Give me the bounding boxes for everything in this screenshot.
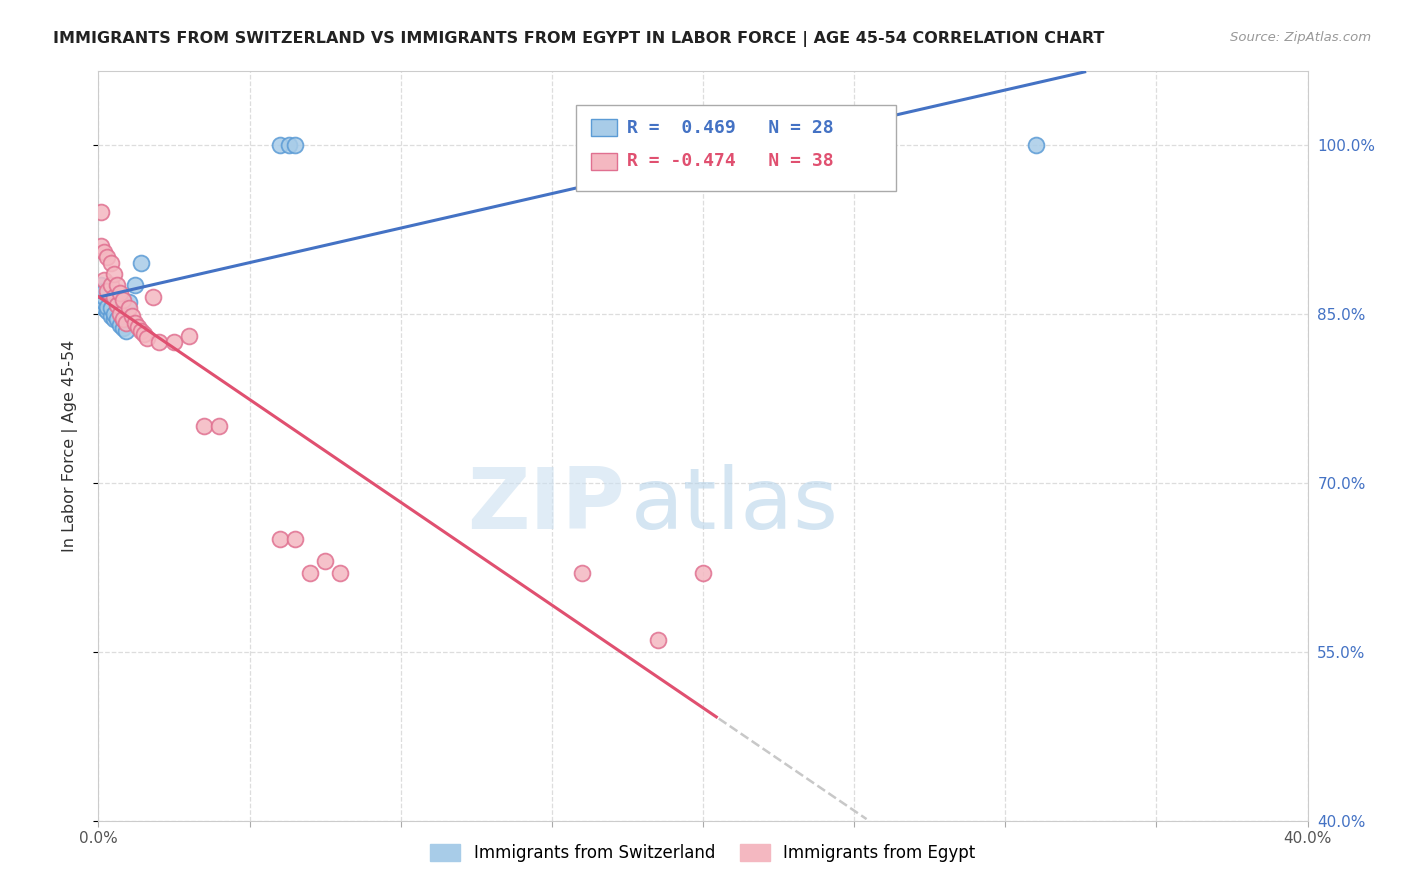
Point [96,300,118,314]
Text: Source: ZipAtlas.com: Source: ZipAtlas.com [1230,31,1371,45]
Point [314,554,336,568]
Point [90,205,112,219]
Point [329,566,352,580]
Point [142,290,165,304]
Point [148,334,170,349]
Point [179,329,201,343]
Point [692,566,714,580]
Point [96,250,118,264]
Point [103,312,125,326]
Point [103,307,125,321]
Text: atlas: atlas [630,465,838,548]
Point [103,267,125,281]
Point [284,532,307,546]
Point [193,419,215,434]
Point [1024,137,1046,152]
Point [269,137,291,152]
Point [105,297,128,311]
Point [90,287,112,301]
Point [111,312,134,326]
Point [111,293,134,307]
Point [132,326,155,341]
Text: IMMIGRANTS FROM SWITZERLAND VS IMMIGRANTS FROM EGYPT IN LABOR FORCE | AGE 45-54 : IMMIGRANTS FROM SWITZERLAND VS IMMIGRANT… [53,31,1105,47]
FancyBboxPatch shape [591,120,617,136]
Point [100,256,122,270]
Point [90,278,112,293]
Point [96,284,118,298]
Y-axis label: In Labor Force | Age 45-54: In Labor Force | Age 45-54 [62,340,77,552]
Point [93,284,115,298]
FancyBboxPatch shape [591,153,617,169]
Point [111,312,134,326]
Point [129,256,152,270]
Point [100,278,122,293]
Point [93,290,115,304]
FancyBboxPatch shape [576,105,897,191]
Point [114,316,136,330]
Point [127,320,149,334]
Point [118,295,141,310]
Point [90,294,112,309]
Point [105,312,128,326]
Point [571,566,593,580]
Point [90,291,112,305]
Point [93,301,115,315]
Point [277,137,299,152]
Point [90,297,112,311]
Text: ZIP: ZIP [467,465,624,548]
Point [93,295,115,310]
Point [100,301,122,315]
Point [108,318,131,332]
Point [299,566,322,580]
Point [90,239,112,253]
Point [269,532,291,546]
Point [163,334,186,349]
Point [96,304,118,318]
Point [111,321,134,335]
Point [647,633,669,648]
Point [108,286,131,301]
Point [93,273,115,287]
Point [124,316,146,330]
Point [124,278,146,293]
Point [103,290,125,304]
Point [121,309,143,323]
Point [105,278,128,293]
Point [208,419,231,434]
Text: R =  0.469   N = 28: R = 0.469 N = 28 [627,119,834,136]
Point [284,137,307,152]
Point [114,324,136,338]
Point [129,324,152,338]
Legend: Immigrants from Switzerland, Immigrants from Egypt: Immigrants from Switzerland, Immigrants … [423,837,983,869]
Point [118,301,141,315]
Point [93,244,115,259]
Point [135,331,157,345]
Point [90,284,112,298]
Text: R = -0.474   N = 38: R = -0.474 N = 38 [627,153,834,170]
Point [108,307,131,321]
Point [100,309,122,323]
